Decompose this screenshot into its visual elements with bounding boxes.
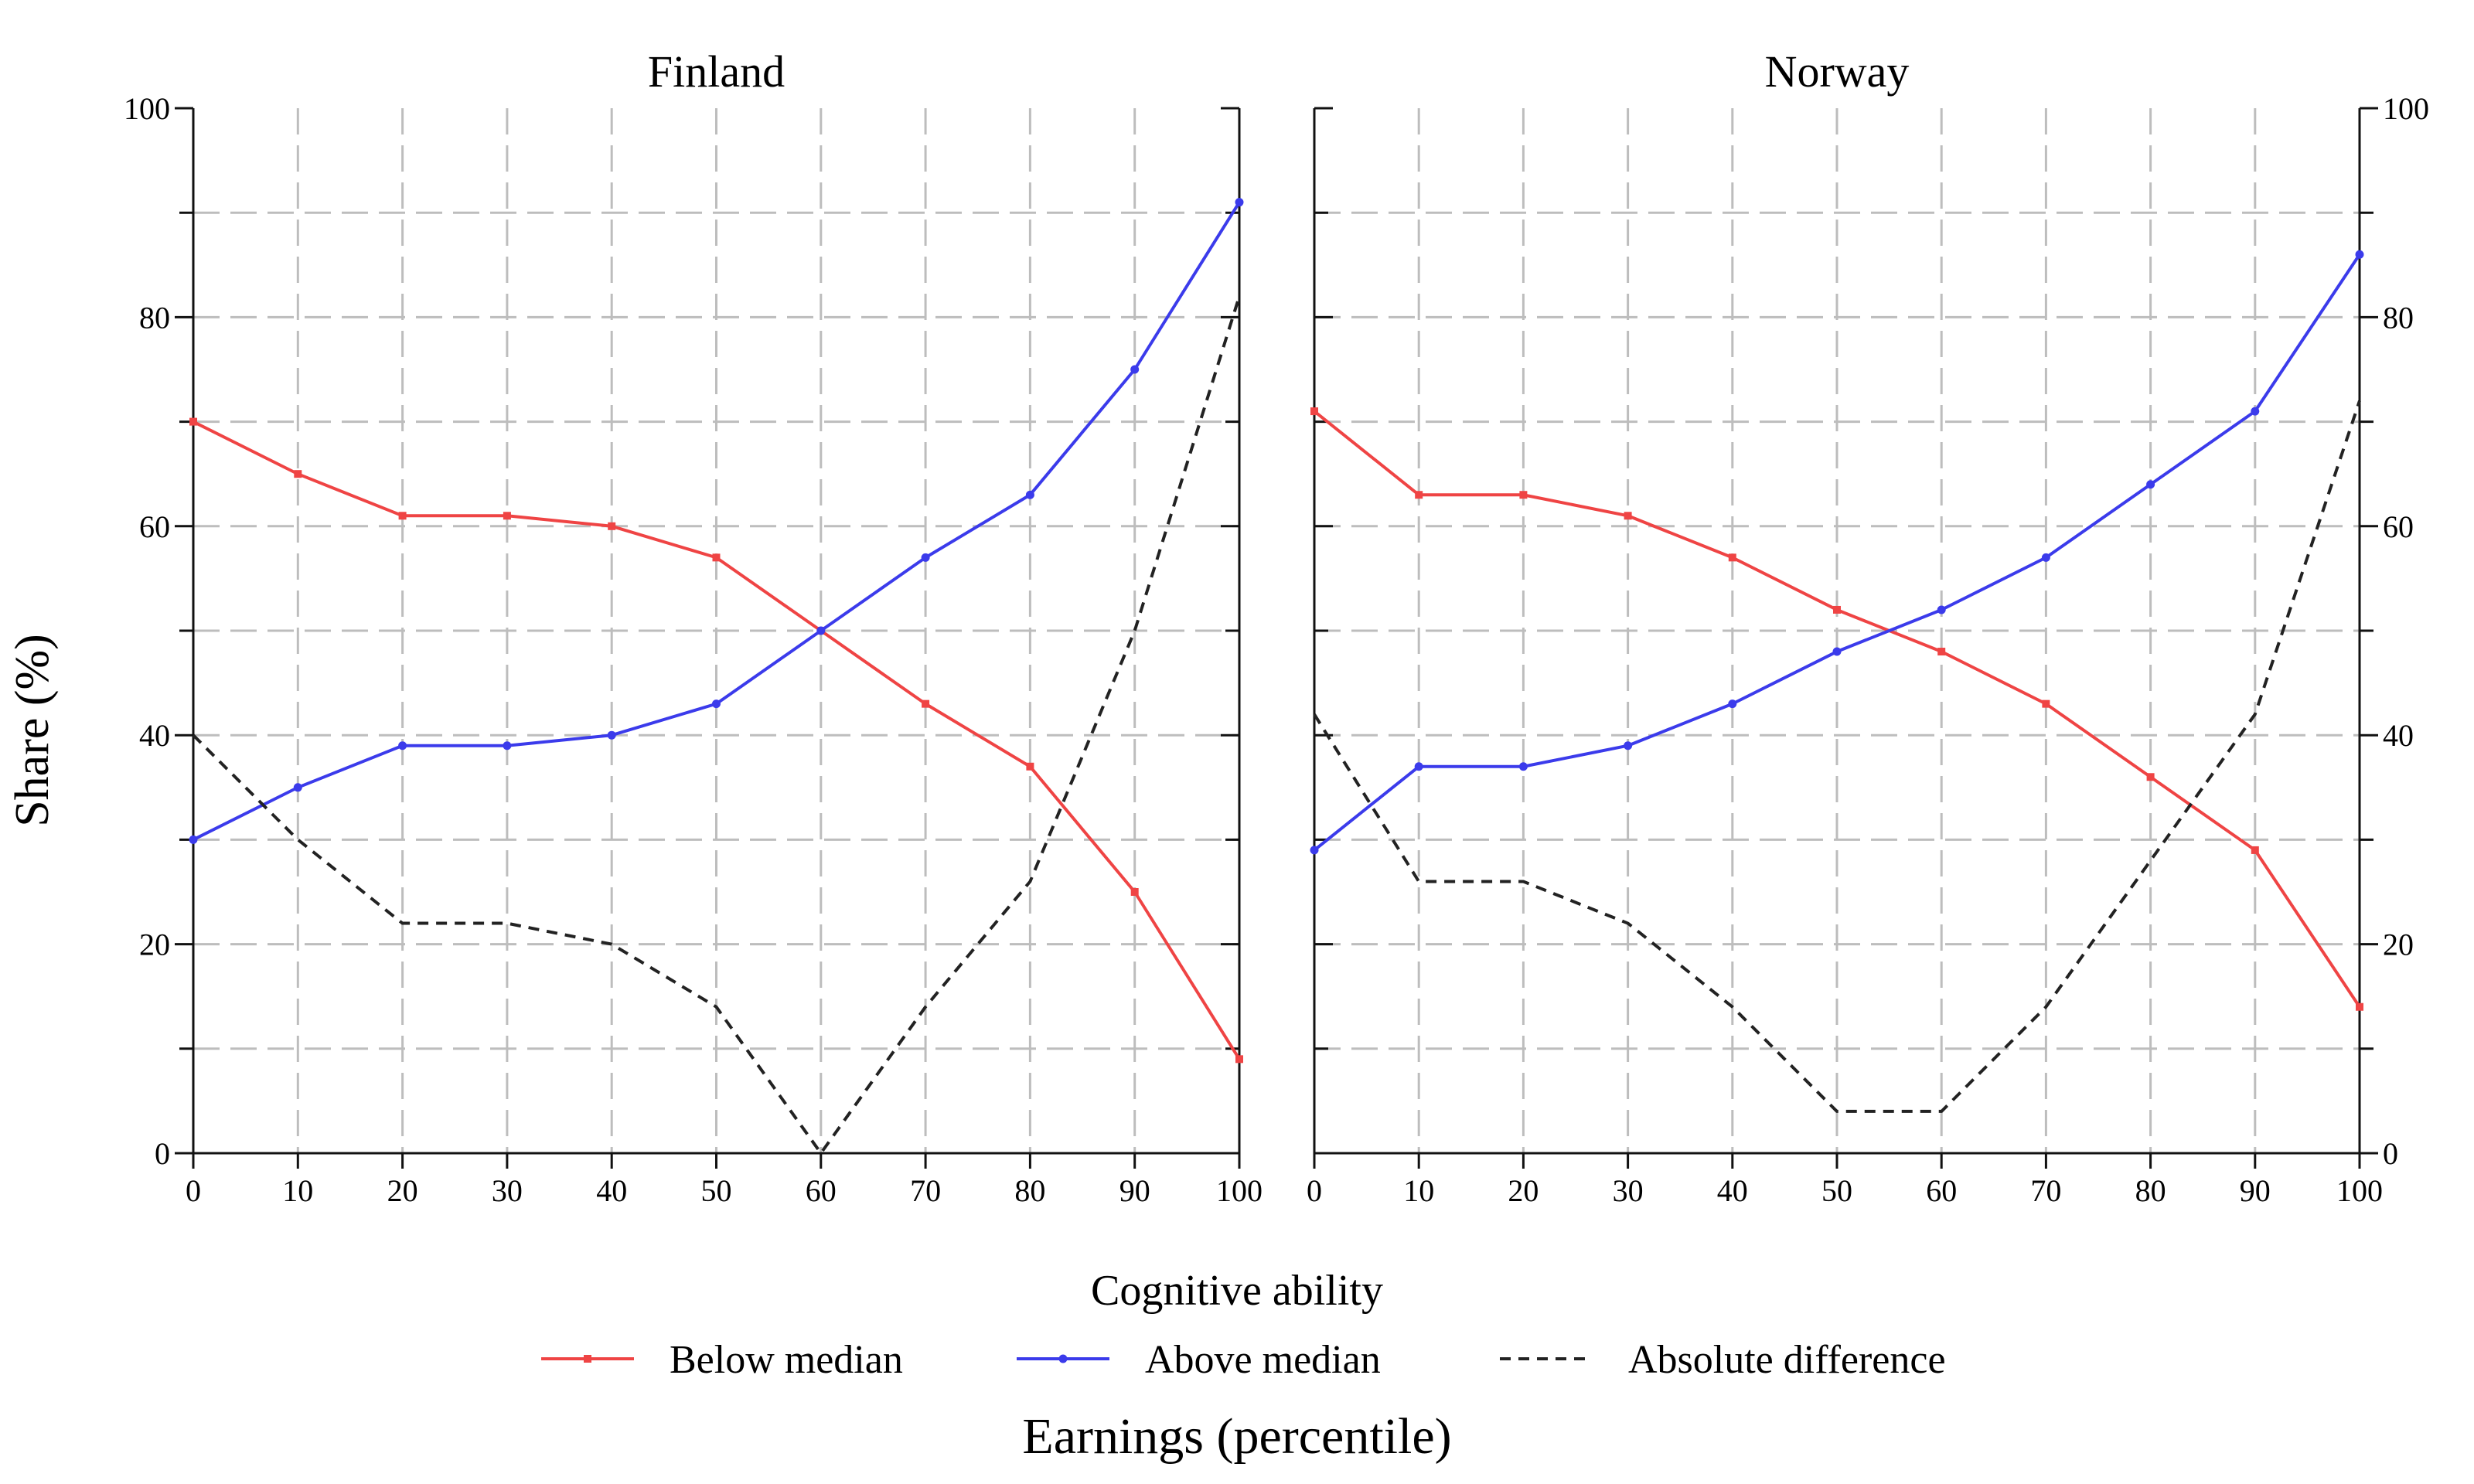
data-point-below xyxy=(294,470,302,478)
x-tick-label: 70 xyxy=(910,1173,941,1208)
data-point-above xyxy=(816,626,826,635)
data-point-below xyxy=(608,522,616,530)
y-tick-label: 60 xyxy=(139,509,170,544)
x-tick-label: 30 xyxy=(492,1173,523,1208)
data-point-above xyxy=(2251,407,2260,416)
data-point-below xyxy=(1130,888,1139,896)
data-point-below xyxy=(712,553,721,562)
data-point-above xyxy=(2355,250,2364,259)
data-point-above xyxy=(1130,365,1140,374)
legend-marker-above xyxy=(1058,1354,1068,1363)
x-tick-label: 50 xyxy=(1821,1173,1852,1208)
x-tick-label: 100 xyxy=(1216,1173,1263,1208)
panel-title: Finland xyxy=(648,46,785,97)
x-tick-label: 10 xyxy=(1403,1173,1434,1208)
series-line-diff xyxy=(192,295,1241,1155)
x-tick-label: 90 xyxy=(2240,1173,2271,1208)
y-tick-label: 20 xyxy=(2383,928,2414,962)
y-tick-label: 0 xyxy=(2383,1136,2398,1171)
data-point-above xyxy=(1624,741,1633,751)
x-tick-label: 60 xyxy=(806,1173,837,1208)
x-tick-label: 0 xyxy=(186,1173,201,1208)
x-tick-label: 80 xyxy=(2135,1173,2166,1208)
y-tick-label: 40 xyxy=(2383,718,2414,753)
data-point-below xyxy=(1235,1055,1243,1064)
y-tick-label: 60 xyxy=(2383,509,2414,544)
data-point-above xyxy=(1235,198,1244,207)
data-point-above xyxy=(1414,762,1423,771)
data-point-below xyxy=(1415,491,1423,499)
data-point-below xyxy=(2042,699,2050,708)
x-tick-label: 40 xyxy=(1717,1173,1748,1208)
data-point-below xyxy=(2146,773,2155,781)
data-point-below xyxy=(1624,512,1632,520)
data-point-above xyxy=(503,741,512,751)
data-point-below xyxy=(1937,648,1946,656)
y-tick-label: 80 xyxy=(139,300,170,335)
x-tick-label: 80 xyxy=(1014,1173,1045,1208)
x-tick-label: 100 xyxy=(2336,1173,2383,1208)
panel-title: Norway xyxy=(1765,46,1910,97)
data-point-below xyxy=(1728,553,1736,562)
x-axis-label: Earnings (percentile) xyxy=(1022,1408,1451,1465)
data-point-above xyxy=(1025,490,1034,499)
legend-label-below: Below median xyxy=(670,1338,903,1382)
y-tick-label: 100 xyxy=(2383,91,2429,126)
x-tick-label: 0 xyxy=(1307,1173,1322,1208)
x-tick-label: 20 xyxy=(387,1173,418,1208)
x-tick-label: 90 xyxy=(1119,1173,1150,1208)
y-tick-label: 0 xyxy=(155,1136,170,1171)
y-tick-label: 20 xyxy=(139,928,170,962)
data-point-below xyxy=(1519,491,1528,499)
data-point-above xyxy=(607,730,616,740)
data-point-above xyxy=(1310,846,1319,855)
panel-finland: 0 20 40 60 80 100 0 10 20 30 40 50 60 70 80 90 100 Finlan… xyxy=(124,46,1263,1208)
data-point-above xyxy=(293,783,302,792)
y-tick-label: 100 xyxy=(124,91,170,126)
legend: Below median Above median Absolute differe… xyxy=(541,1338,1946,1382)
legend-title: Cognitive ability xyxy=(1091,1267,1383,1315)
data-point-above xyxy=(1937,605,1946,614)
data-point-below xyxy=(922,699,930,708)
data-point-below xyxy=(1833,605,1841,614)
x-tick-label: 10 xyxy=(282,1173,313,1208)
x-tick-label: 30 xyxy=(1613,1173,1644,1208)
x-tick-label: 20 xyxy=(1508,1173,1539,1208)
data-point-below xyxy=(398,512,407,520)
data-point-above xyxy=(921,553,930,562)
data-point-below xyxy=(2356,1002,2363,1011)
y-tick-label: 80 xyxy=(2383,300,2414,335)
data-point-above xyxy=(189,835,198,844)
data-point-above xyxy=(1832,647,1842,656)
legend-marker-below xyxy=(584,1355,591,1363)
data-point-below xyxy=(1026,762,1034,771)
series-line-diff xyxy=(1313,400,2361,1113)
data-point-below xyxy=(189,417,197,426)
x-tick-label: 40 xyxy=(596,1173,627,1208)
data-point-below xyxy=(1310,407,1318,416)
data-point-above xyxy=(1728,699,1737,709)
legend-label-diff: Absolute difference xyxy=(1628,1338,1946,1382)
data-point-above xyxy=(1518,762,1528,771)
data-point-above xyxy=(712,699,721,709)
data-point-below xyxy=(503,512,511,520)
data-point-below xyxy=(2251,846,2259,854)
data-point-above xyxy=(2146,480,2155,489)
x-tick-label: 70 xyxy=(2030,1173,2061,1208)
y-tick-label: 40 xyxy=(139,718,170,753)
data-point-above xyxy=(398,741,407,751)
data-point-above xyxy=(2041,553,2050,562)
legend-label-above: Above median xyxy=(1145,1338,1381,1382)
x-tick-label: 60 xyxy=(1926,1173,1957,1208)
y-axis-label: Share (%) xyxy=(6,634,59,827)
x-tick-label: 50 xyxy=(701,1173,732,1208)
